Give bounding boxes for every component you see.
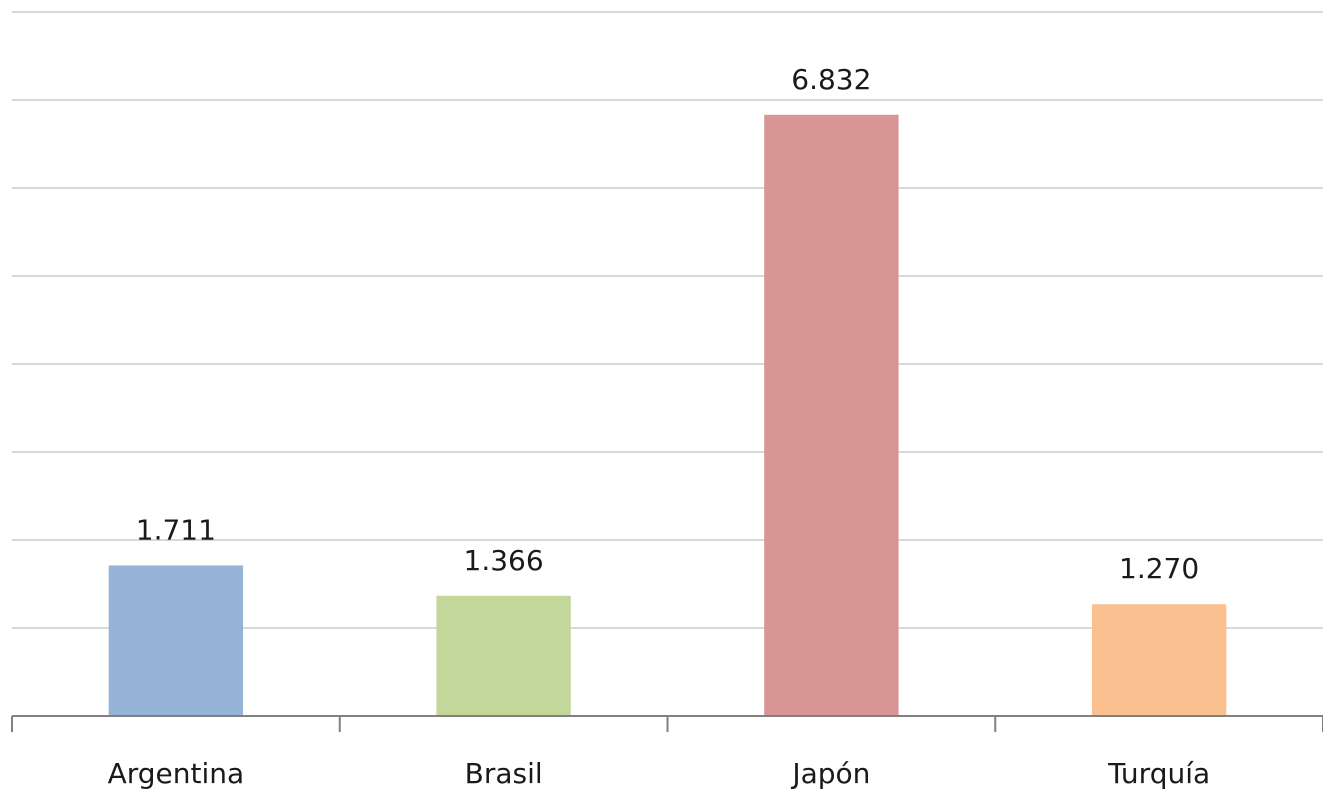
data-label: 1.366 [464, 544, 544, 577]
category-label: Turquía [1107, 757, 1210, 789]
data-label: 1.270 [1119, 552, 1199, 585]
x-axis [11, 715, 1323, 732]
bars [108, 114, 1227, 716]
category-label: Japón [790, 757, 870, 789]
category-labels: Argentina Brasil Japón Turquía [108, 757, 1211, 789]
bar [436, 595, 571, 716]
category-label: Brasil [465, 757, 543, 789]
data-labels: 1.711 1.366 6.832 1.270 [136, 63, 1199, 585]
data-label: 6.832 [791, 63, 871, 96]
category-label: Argentina [108, 757, 245, 789]
bar [1091, 604, 1227, 716]
gridlines [12, 11, 1323, 629]
bar [764, 114, 899, 716]
bar [108, 565, 244, 716]
data-label: 1.711 [136, 513, 216, 546]
